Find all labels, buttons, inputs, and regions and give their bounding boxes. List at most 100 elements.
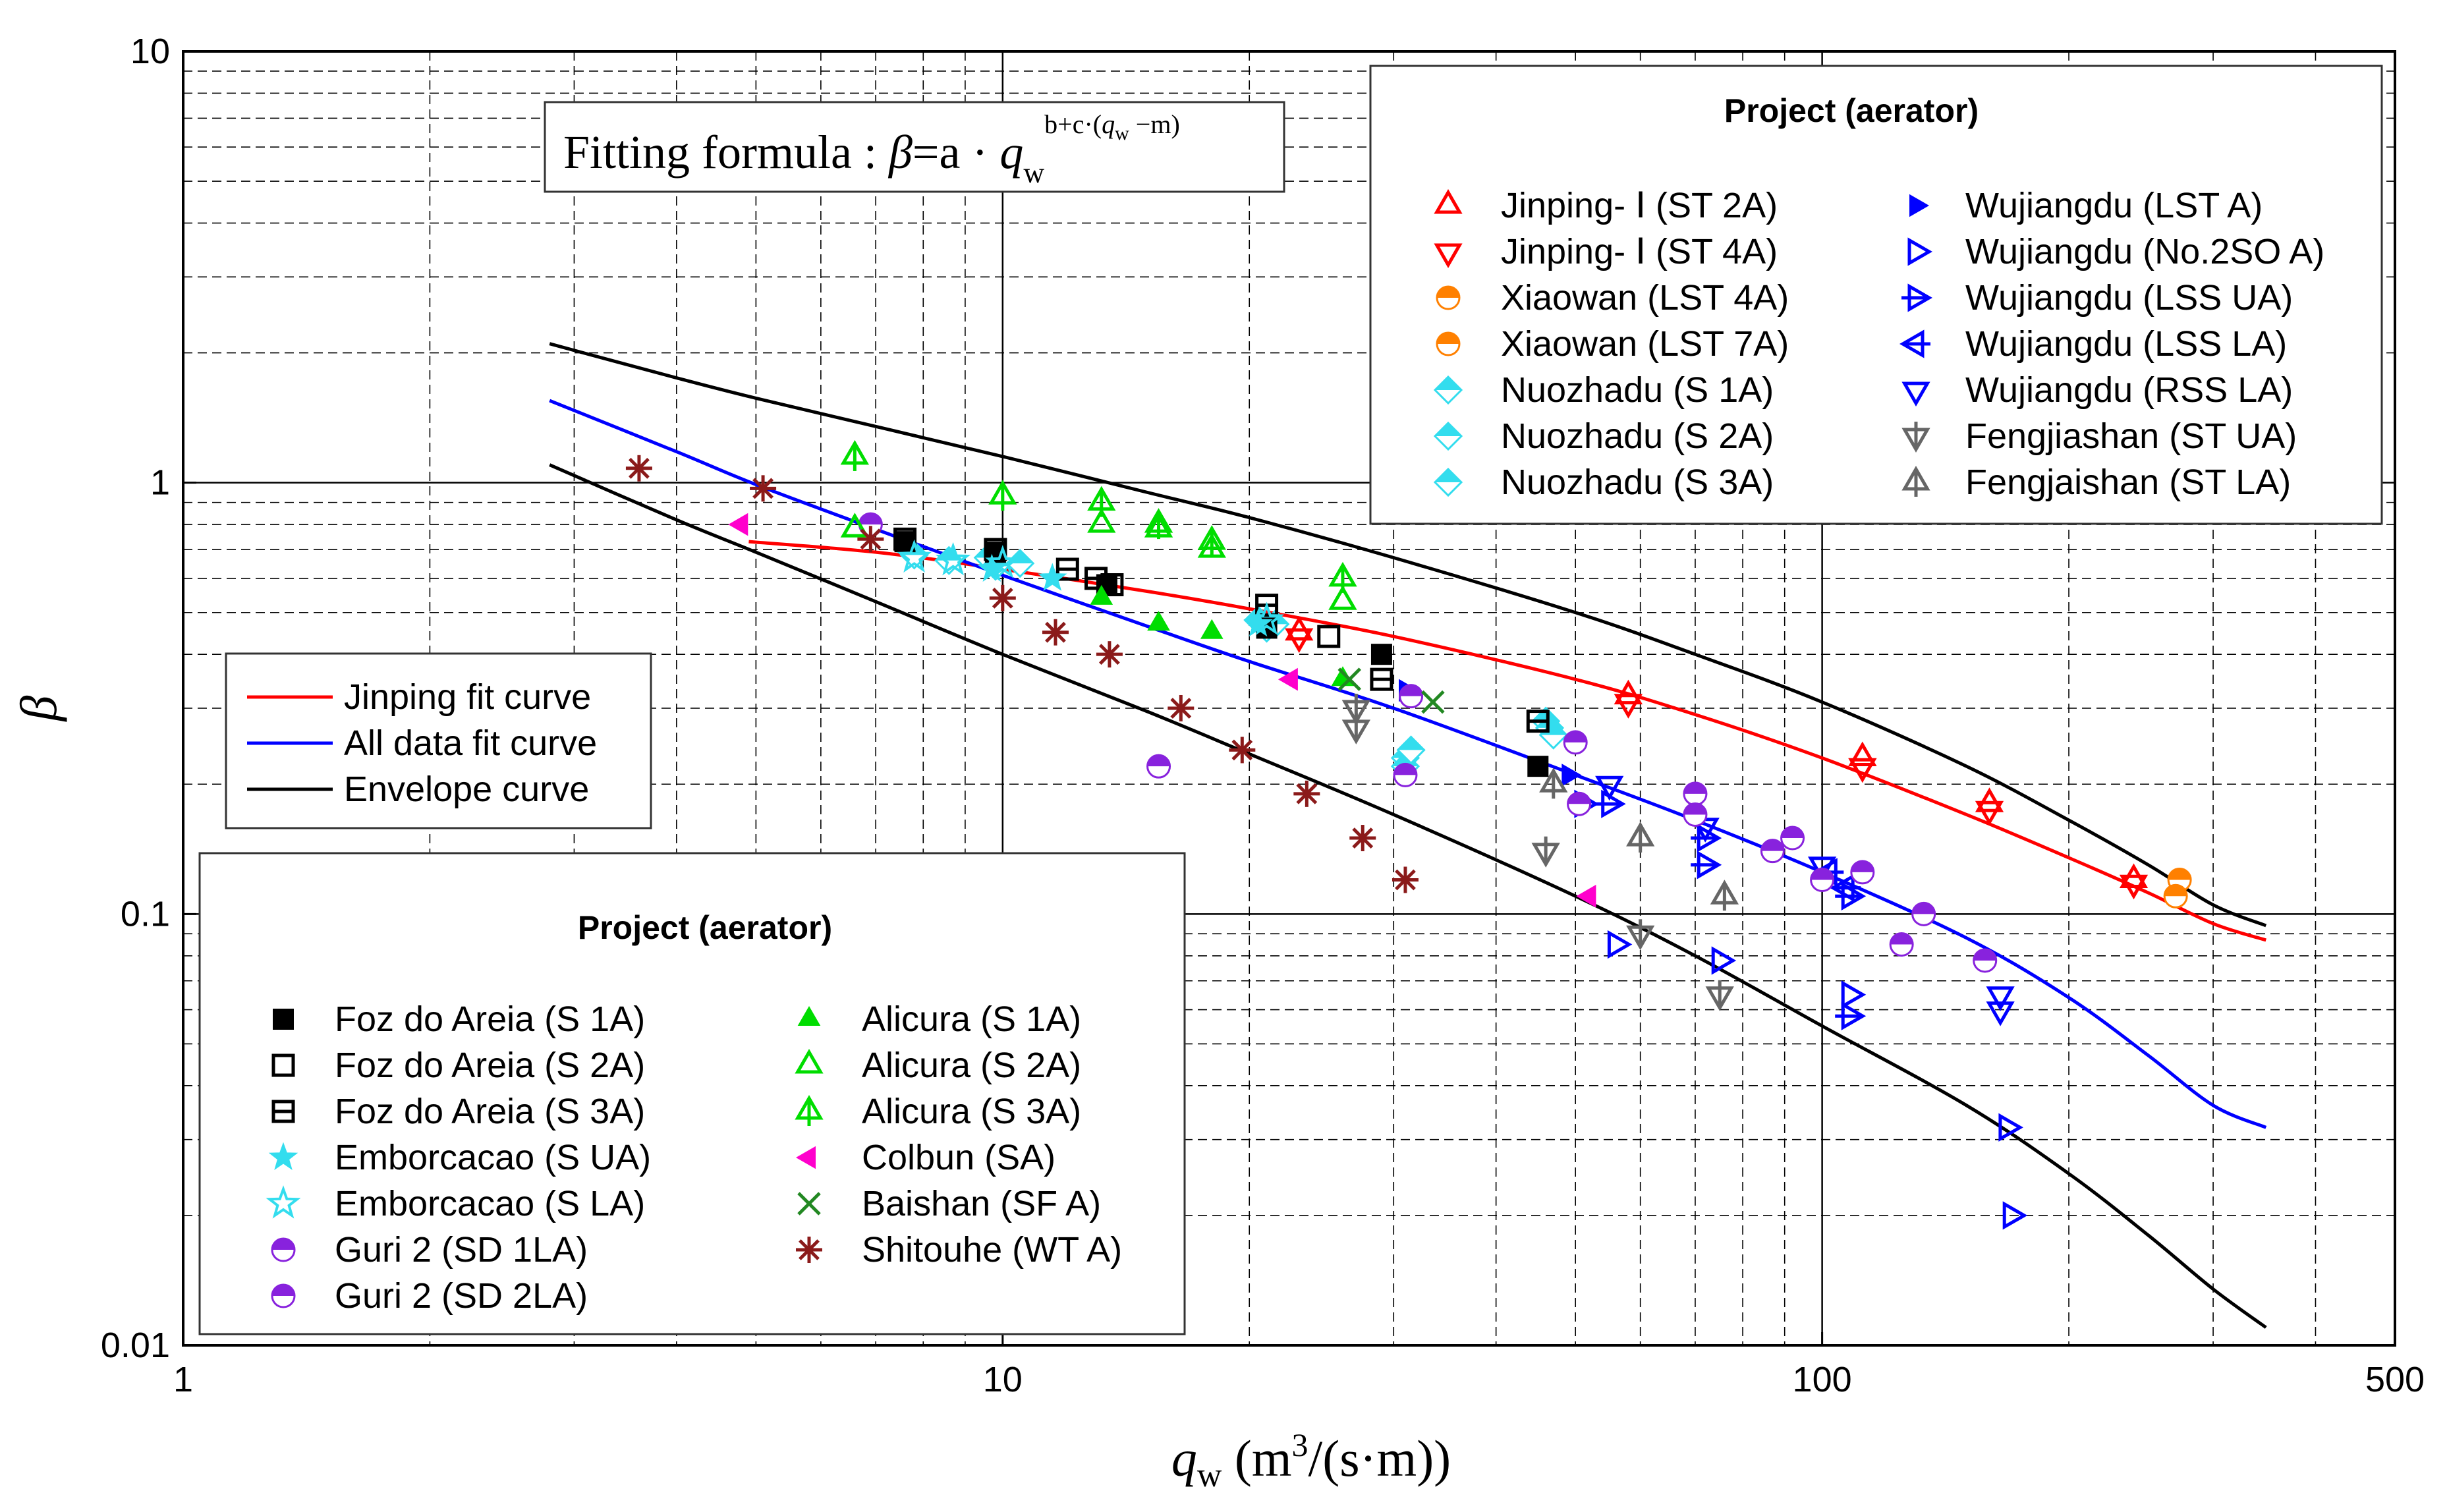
legend-marker-foz-do-areia-s-2a: [271, 1053, 295, 1077]
legend-label-nuozhadu-s-1a: Nuozhadu (S 1A): [1501, 370, 1774, 410]
point-fengjaishan-st-la: [1626, 822, 1655, 853]
legend-top: Project (aerator) Jinping- Ⅰ (ST 2A) Jinp…: [1369, 65, 2383, 525]
formula-sub: w: [1023, 157, 1044, 189]
legend-label-xiaowan-lst-4a: Xiaowan (LST 4A): [1501, 278, 1789, 318]
x-axis-title-sup: 3: [1292, 1426, 1308, 1463]
point-colbun-sa: [1576, 884, 1596, 908]
legend-label-colbun-sa: Colbun (SA): [862, 1138, 1055, 1177]
legend-marker-alicura-s-2a: [795, 1048, 824, 1074]
point-guri-2-sd-1la: [1973, 948, 1998, 973]
point-alicura-s-3a: [1328, 561, 1357, 593]
point-baishan-sf-a: [1421, 690, 1445, 714]
point-shitouhe-wt-a: [857, 526, 884, 553]
point-shitouhe-wt-a: [989, 584, 1016, 611]
point-colbun-sa: [728, 513, 748, 536]
point-wujiangdu-lss-ua: [1594, 789, 1626, 818]
legend-curves: Jinping fit curve All data fit curve Envel…: [225, 652, 652, 829]
legend-marker-wujiangdu-lss-la: [1899, 329, 1930, 358]
point-wujiangdu-no-2so-a: [1998, 1113, 2023, 1142]
point-alicura-s-3a: [1087, 486, 1116, 517]
x-axis-title-sub: w: [1197, 1457, 1222, 1494]
legend-marker-nuozhadu-s-3a: [1433, 467, 1463, 497]
point-wujiangdu-lss-ua: [1835, 1001, 1867, 1030]
point-fengjaishan-st-la: [1539, 768, 1568, 799]
legend-marker-emborcacao-s-la: [266, 1185, 301, 1219]
legend-marker-foz-do-areia-s-3a: [271, 1100, 295, 1123]
x-axis-label: qw (m3/(s·m)): [1171, 1426, 1451, 1494]
point-fengjiashan-st-ua: [1705, 980, 1734, 1011]
point-jinping-st-2a: [1848, 741, 1877, 766]
x-axis-title-q: q: [1171, 1430, 1197, 1487]
legend-label-wujiangdu-lss-la: Wujiangdu (LSS LA): [1965, 324, 2287, 364]
legend-label-nuozhadu-s-3a: Nuozhadu (S 3A): [1501, 462, 1774, 502]
legend-label-foz-do-areia-s-1a: Foz do Areia (S 1A): [335, 999, 645, 1039]
legend-label-guri-2-sd-1la: Guri 2 (SD 1LA): [335, 1230, 588, 1270]
point-jinping-st-4a: [1848, 758, 1877, 783]
point-guri-2-sd-1la: [1563, 730, 1588, 755]
y-tick-label: 10: [130, 32, 170, 71]
formula-exp-end: −m): [1129, 109, 1180, 139]
axis-ticks: 1 10 100 500 0.01 0.1 1 10: [101, 32, 2425, 1399]
legend-curve-label: Envelope curve: [344, 770, 589, 809]
point-emborcacao-s-la: [1249, 602, 1285, 635]
point-alicura-s-2a: [1087, 508, 1116, 533]
plot-frame: [182, 50, 2396, 1347]
formula-exp-sub: w: [1115, 123, 1129, 144]
formula-box-frame: [544, 101, 1285, 193]
point-emborcacao-s-la: [985, 545, 1021, 578]
legend-bottom-title: Project (aerator): [578, 909, 832, 946]
point-fengjiashan-st-ua: [1341, 713, 1371, 744]
legend-marker-shitouhe-wt-a: [796, 1237, 822, 1263]
legend-marker-jinping-st-2a: [1434, 188, 1463, 214]
point-guri-2-sd-1la: [1393, 762, 1418, 787]
curve-all-data-fit-curve: [549, 399, 2267, 1129]
legend-curve-label: All data fit curve: [344, 723, 597, 763]
legend-label-xiaowan-lst-7a: Xiaowan (LST 7A): [1501, 324, 1789, 364]
point-wujiangdu-rss-la: [1807, 856, 1837, 882]
point-shitouhe-wt-a: [750, 475, 777, 502]
point-shitouhe-wt-a: [1392, 866, 1419, 893]
legend-label-emborcacao-s-la: Emborcacao (S LA): [335, 1184, 645, 1223]
point-wujiangdu-rss-la: [1986, 1001, 2015, 1026]
point-guri-2-sd-2la: [1683, 802, 1708, 827]
legend-marker-baishan-sf-a: [797, 1192, 821, 1216]
point-foz-do-areia-s-3a: [1055, 557, 1079, 581]
formula-eq: =a ·: [913, 126, 1000, 179]
legend-marker-guri-2-sd-1la: [271, 1237, 296, 1262]
point-jinping-st-2a: [1975, 787, 2004, 812]
point-guri-2-sd-2la: [1567, 791, 1592, 816]
point-fengjaishan-st-la: [1710, 880, 1739, 911]
legend-marker-nuozhadu-s-1a: [1433, 375, 1463, 405]
point-guri-2-sd-1la: [1889, 932, 1914, 957]
legend-label-alicura-s-2a: Alicura (S 2A): [862, 1046, 1081, 1085]
point-shitouhe-wt-a: [1229, 737, 1256, 764]
legend-label-jinping-st-4a: Jinping- Ⅰ (ST 4A): [1501, 232, 1778, 271]
point-fengjiashan-st-ua: [1626, 919, 1655, 951]
legend-label-alicura-s-3a: Alicura (S 3A): [862, 1092, 1081, 1131]
legend-marker-nuozhadu-s-2a: [1433, 421, 1463, 451]
legend-marker-alicura-s-3a: [795, 1094, 824, 1126]
formula-beta: β: [887, 126, 913, 179]
point-shitouhe-wt-a: [1042, 619, 1069, 646]
legend-label-wujiangdu-lst-a: Wujiangdu (LST A): [1965, 186, 2263, 225]
point-wujiangdu-no-2so-a: [1841, 980, 1867, 1009]
y-tick-label: 1: [150, 463, 170, 503]
legend-label-baishan-sf-a: Baishan (SF A): [862, 1184, 1101, 1223]
point-jinping-st-4a: [1975, 800, 2004, 826]
data-points: [625, 439, 2192, 1230]
point-foz-do-areia-s-1a: [1370, 644, 1392, 665]
x-tick-label: 1: [173, 1360, 193, 1399]
legend-marker-fengjaishan-st-la: [1901, 465, 1930, 497]
point-foz-do-areia-s-3a: [893, 527, 917, 551]
formula-box: Fitting formula : β=a · qwb+c·(qw −m): [544, 101, 1285, 193]
point-wujiangdu-rss-la: [1986, 986, 2015, 1011]
point-emborcacao-s-ua: [1038, 563, 1067, 591]
point-foz-do-areia-s-3a: [1084, 567, 1108, 590]
legend-label-emborcacao-s-ua: Emborcacao (S UA): [335, 1138, 651, 1177]
legend-label-foz-do-areia-s-3a: Foz do Areia (S 3A): [335, 1092, 645, 1131]
legend-marker-wujiangdu-lst-a: [1909, 194, 1929, 217]
legend-label-shitouhe-wt-a: Shitouhe (WT A): [862, 1230, 1122, 1270]
legend-marker-wujiangdu-no-2so-a: [1907, 237, 1933, 266]
formula-text: Fitting formula : β=a · qwb+c·(qw −m): [563, 109, 1180, 189]
point-emborcacao-s-ua: [976, 553, 1007, 582]
